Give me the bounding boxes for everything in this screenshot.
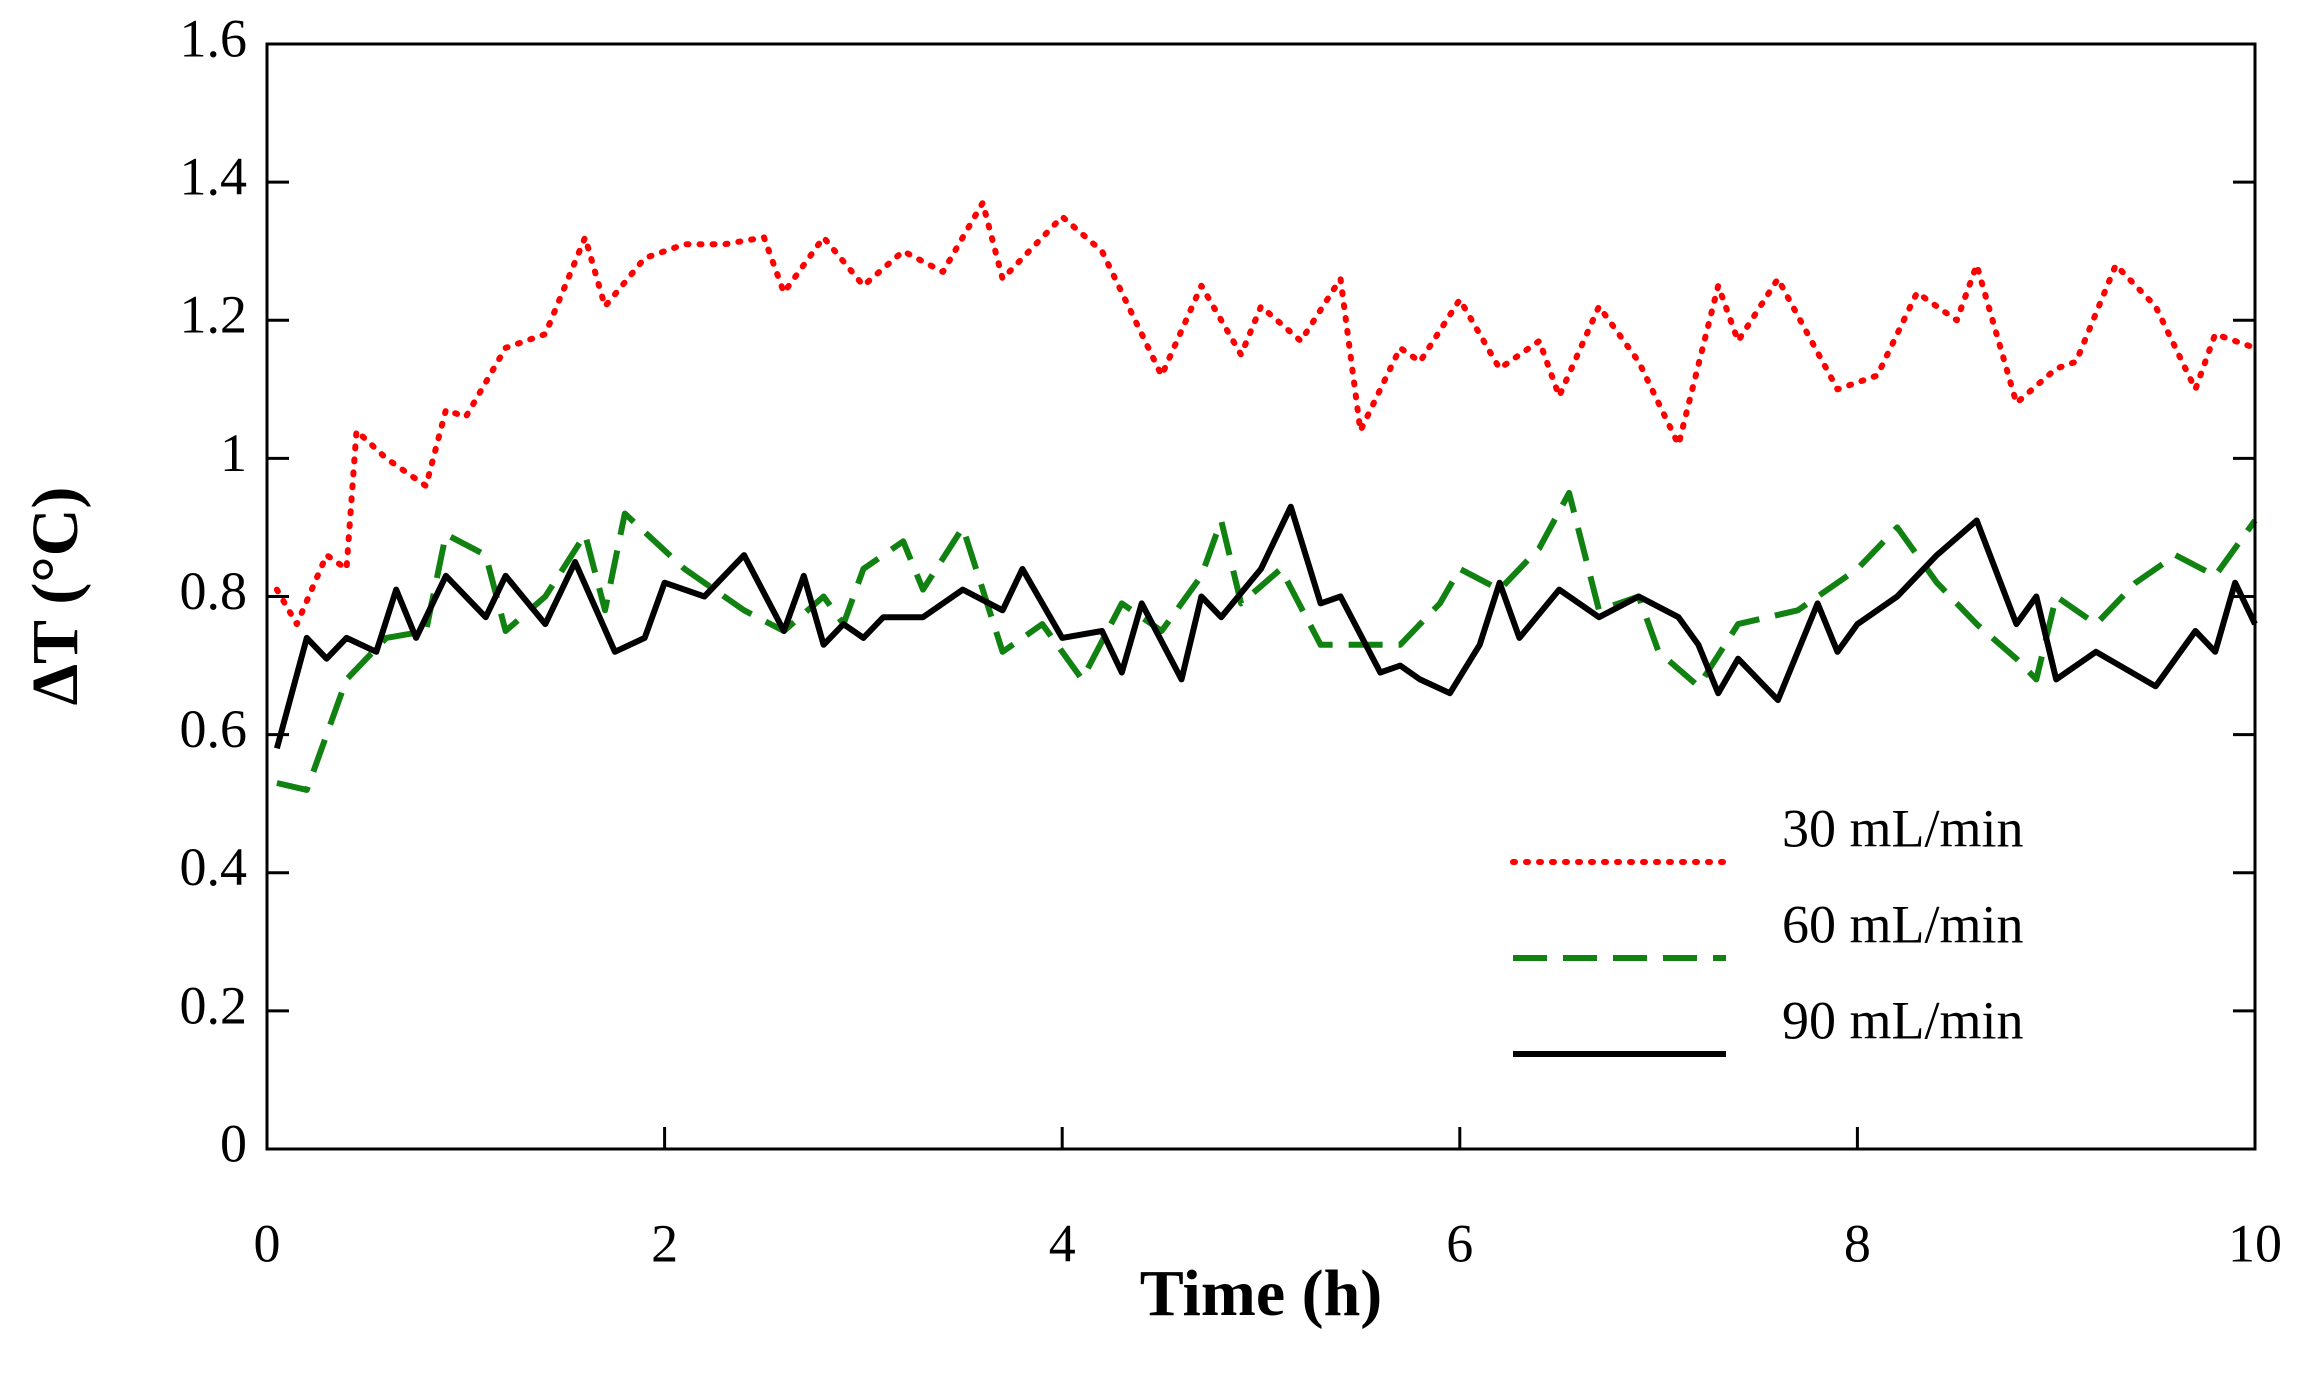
legend-label: 60 mL/min xyxy=(1782,894,2024,954)
x-tick-label: 6 xyxy=(1446,1213,1473,1273)
y-axis-title: ΔT (°C) xyxy=(19,487,92,706)
x-axis-title: Time (h) xyxy=(1140,1257,1383,1330)
legend-label: 30 mL/min xyxy=(1782,798,2024,858)
data-line xyxy=(274,503,2258,750)
y-tick-label: 0.6 xyxy=(180,699,248,759)
x-tick-label: 2 xyxy=(651,1213,678,1273)
x-tick-label: 8 xyxy=(1844,1213,1871,1273)
y-tick-label: 0.4 xyxy=(180,837,248,897)
data-line xyxy=(273,199,2258,628)
plot-frame xyxy=(265,42,2257,1151)
x-tick-label: 0 xyxy=(254,1213,281,1273)
y-tick-label: 0.8 xyxy=(180,561,248,621)
x-tick-label: 10 xyxy=(2228,1213,2282,1273)
legend-label: 90 mL/min xyxy=(1782,990,2024,1050)
y-tick-label: 0 xyxy=(220,1113,247,1173)
y-tick-label: 1.6 xyxy=(180,8,248,68)
y-tick-label: 0.2 xyxy=(180,975,248,1035)
y-tick-label: 1 xyxy=(220,423,247,483)
y-tick-label: 1.4 xyxy=(180,147,248,207)
y-tick-label: 1.2 xyxy=(180,285,248,345)
data-line xyxy=(276,489,2258,793)
x-tick-label: 4 xyxy=(1049,1213,1076,1273)
